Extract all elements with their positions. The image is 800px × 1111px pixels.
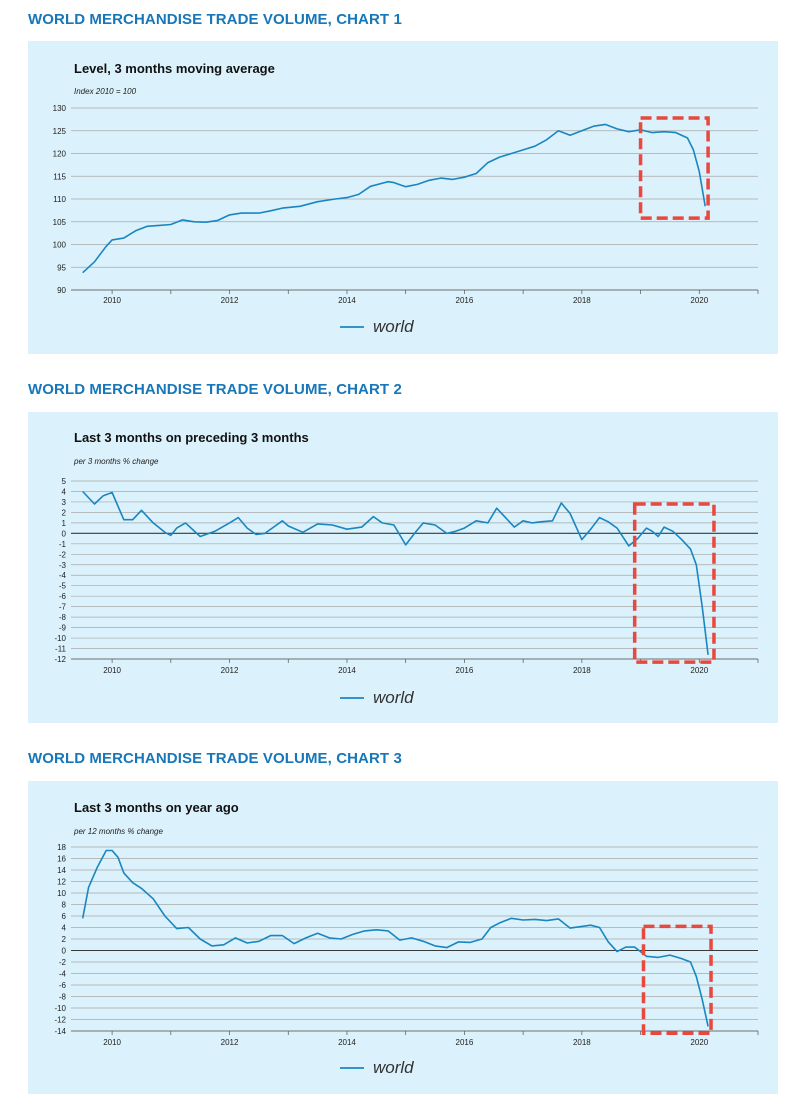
chart-title: Last 3 months on preceding 3 months — [74, 430, 309, 445]
chart-2-panel: Last 3 months on preceding 3 months per 3… — [28, 412, 778, 723]
y-tick-label: 2 — [62, 508, 67, 517]
y-tick-label: -11 — [55, 645, 67, 654]
y-tick-label: -6 — [59, 981, 67, 990]
x-tick-label: 2010 — [103, 296, 121, 305]
y-tick-label: 10 — [57, 889, 66, 898]
x-tick-label: 2014 — [338, 1038, 356, 1047]
y-tick-label: -7 — [59, 603, 67, 612]
y-tick-label: 105 — [53, 218, 67, 227]
highlight-box — [632, 502, 716, 664]
y-tick-label: 120 — [53, 150, 67, 159]
y-tick-label: 14 — [57, 866, 66, 875]
y-tick-label: -5 — [59, 582, 67, 591]
unit-label: Index 2010 = 100 — [74, 87, 137, 96]
x-tick-label: 2016 — [456, 296, 474, 305]
x-tick-label: 2016 — [456, 666, 474, 675]
y-tick-label: 2 — [62, 935, 67, 944]
x-tick-label: 2018 — [573, 296, 591, 305]
x-tick-label: 2014 — [338, 296, 356, 305]
y-tick-label: 95 — [57, 263, 66, 272]
legend-label: world — [373, 317, 414, 336]
series-line-world — [81, 849, 709, 1027]
y-tick-label: -10 — [54, 634, 66, 643]
y-tick-label: 16 — [57, 855, 66, 864]
y-tick-label: 4 — [62, 924, 67, 933]
chart-title: Level, 3 months moving average — [74, 61, 275, 76]
unit-label: per 3 months % change — [73, 457, 159, 466]
y-tick-label: -8 — [59, 993, 67, 1002]
chart-2-svg: Last 3 months on preceding 3 months per 3… — [54, 430, 759, 707]
x-tick-label: 2020 — [690, 296, 708, 305]
x-tick-label: 2018 — [573, 666, 591, 675]
x-tick-label: 2012 — [221, 666, 239, 675]
legend-label: world — [373, 1058, 414, 1077]
x-tick-label: 2010 — [103, 666, 121, 675]
y-tick-label: -8 — [59, 613, 67, 622]
y-tick-label: -14 — [54, 1027, 66, 1036]
y-tick-label: -6 — [59, 592, 67, 601]
highlight-box — [638, 116, 710, 220]
y-tick-label: 5 — [62, 477, 67, 486]
x-tick-label: 2020 — [690, 666, 708, 675]
series-line-world — [82, 490, 709, 655]
x-tick-label: 2012 — [221, 1038, 239, 1047]
highlight-box — [641, 924, 713, 1036]
y-tick-label: -10 — [54, 1004, 66, 1013]
y-tick-label: -4 — [59, 970, 67, 979]
y-tick-label: 3 — [62, 498, 67, 507]
chart-1-svg: Level, 3 months moving average Index 2010… — [53, 61, 759, 336]
y-tick-label: -2 — [59, 958, 67, 967]
y-tick-label: 8 — [62, 901, 67, 910]
x-tick-label: 2016 — [456, 1038, 474, 1047]
x-tick-label: 2018 — [573, 1038, 591, 1047]
y-tick-label: -2 — [59, 550, 67, 559]
y-tick-label: 125 — [53, 127, 67, 136]
y-tick-label: -12 — [54, 1016, 66, 1025]
chart-3-heading: WORLD MERCHANDISE TRADE VOLUME, CHART 3 — [28, 750, 402, 767]
y-tick-label: 110 — [53, 195, 66, 204]
y-tick-label: 130 — [53, 104, 67, 113]
x-tick-label: 2012 — [221, 296, 239, 305]
chart-1-panel: Level, 3 months moving average Index 2010… — [28, 41, 778, 354]
y-tick-label: -1 — [59, 540, 67, 549]
y-tick-label: 115 — [53, 172, 66, 181]
y-tick-label: 90 — [57, 286, 66, 295]
legend-label: world — [373, 688, 414, 707]
y-tick-label: 6 — [62, 912, 67, 921]
unit-label: per 12 months % change — [73, 827, 163, 836]
y-tick-label: -12 — [54, 655, 66, 664]
chart-title: Last 3 months on year ago — [74, 800, 239, 815]
y-tick-label: 1 — [62, 519, 67, 528]
y-tick-label: 0 — [62, 947, 67, 956]
chart-1-heading: WORLD MERCHANDISE TRADE VOLUME, CHART 1 — [28, 11, 402, 28]
x-tick-label: 2020 — [690, 1038, 708, 1047]
y-tick-label: 100 — [53, 241, 67, 250]
chart-3-panel: Last 3 months on year ago per 12 months %… — [28, 781, 778, 1094]
x-tick-label: 2010 — [103, 1038, 121, 1047]
y-tick-label: -4 — [59, 571, 67, 580]
y-tick-label: -3 — [59, 561, 67, 570]
y-tick-label: 4 — [62, 487, 67, 496]
y-tick-label: 18 — [57, 843, 66, 852]
y-tick-label: 12 — [57, 878, 66, 887]
x-tick-label: 2014 — [338, 666, 356, 675]
series-line-world — [82, 123, 706, 274]
chart-3-svg: Last 3 months on year ago per 12 months %… — [54, 800, 759, 1077]
chart-2-heading: WORLD MERCHANDISE TRADE VOLUME, CHART 2 — [28, 381, 402, 398]
y-tick-label: -9 — [59, 624, 67, 633]
y-tick-label: 0 — [62, 529, 67, 538]
